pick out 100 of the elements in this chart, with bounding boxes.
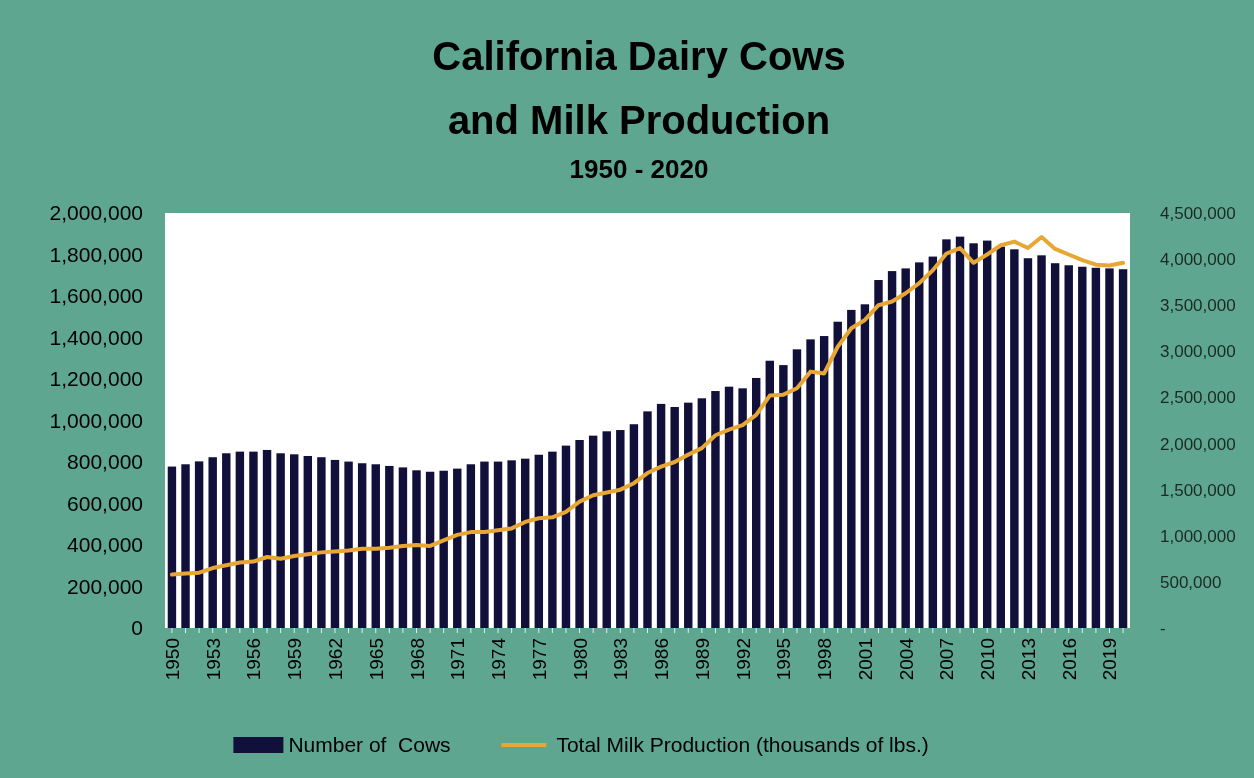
- bar: [276, 453, 285, 628]
- bar: [643, 411, 652, 628]
- line-series: [169, 234, 1126, 577]
- bar: [303, 455, 313, 628]
- x-tick-label: 1956: [243, 638, 265, 681]
- y2-tick-label: 4,000,000: [1160, 250, 1236, 270]
- y-tick-label: 1,600,000: [49, 284, 143, 307]
- y-tick-label: 400,000: [67, 533, 143, 556]
- bar: [521, 458, 530, 628]
- y2-tick-label: 2,000,000: [1160, 434, 1236, 454]
- bar: [1078, 266, 1087, 628]
- bar: [357, 463, 367, 628]
- bar: [860, 304, 870, 628]
- bar: [480, 461, 489, 628]
- bar: [507, 460, 516, 628]
- bar: [969, 243, 978, 628]
- bar: [1105, 268, 1114, 628]
- x-tick-label: 2019: [1099, 638, 1121, 681]
- bar: [738, 388, 747, 628]
- bar: [344, 461, 353, 628]
- bar: [684, 402, 693, 628]
- bar: [996, 246, 1005, 628]
- bar: [262, 449, 272, 628]
- chart-subtitle: 1950 - 2020: [569, 154, 709, 184]
- bar: [656, 403, 666, 628]
- bar: [290, 454, 299, 628]
- legend-label: Total Milk Production (thousands of lbs.): [556, 733, 929, 756]
- bar: [1037, 255, 1046, 628]
- bar: [588, 435, 598, 628]
- bar: [1091, 267, 1101, 628]
- y-tick-label: 200,000: [67, 574, 143, 598]
- bar: [167, 466, 177, 628]
- bar: [575, 440, 584, 628]
- x-tick-label: 1959: [284, 638, 306, 681]
- y2-tick-label: 500,000: [1160, 572, 1222, 592]
- bar: [425, 471, 435, 628]
- legend-label: Number of Cows: [288, 733, 451, 756]
- y2-tick-label: 4,500,000: [1160, 204, 1236, 223]
- bar: [181, 464, 190, 628]
- bar: [751, 377, 761, 628]
- bar: [792, 349, 802, 628]
- x-tick-label: 1992: [732, 638, 754, 681]
- bar: [982, 240, 992, 628]
- bar: [548, 451, 557, 628]
- x-tick-label: 2007: [936, 638, 958, 681]
- x-tick-label: 2013: [1017, 638, 1039, 681]
- y-tick-label: 1,200,000: [49, 367, 143, 390]
- bar: [439, 470, 448, 628]
- bar: [847, 309, 856, 628]
- x-tick-label: 1962: [324, 638, 346, 681]
- x-tick-label: 1953: [202, 638, 224, 681]
- chart-title: California Dairy Cows and Milk Production: [432, 34, 846, 142]
- bar: [385, 465, 394, 628]
- bar: [629, 424, 639, 628]
- bar: [317, 457, 326, 628]
- bar: [928, 256, 938, 628]
- x-tick-label: 2010: [977, 638, 999, 681]
- x-tick-label: 1977: [528, 638, 550, 681]
- bar: [833, 321, 842, 628]
- bar: [466, 464, 476, 628]
- y-tick-label: 1,800,000: [49, 242, 143, 266]
- bar: [561, 445, 571, 628]
- bar: [1050, 263, 1060, 628]
- bar: [1064, 265, 1073, 628]
- y-tick-label: 2,000,000: [49, 201, 143, 224]
- bar: [915, 262, 924, 628]
- bar: [371, 464, 380, 628]
- x-tick-label: 1950: [161, 638, 183, 681]
- x-tick-label: 1974: [488, 637, 510, 681]
- bar: [222, 453, 231, 628]
- bar: [493, 461, 503, 628]
- bar: [616, 430, 625, 628]
- bar: [887, 271, 897, 628]
- y-tick-label: 800,000: [67, 450, 143, 473]
- bar: [765, 360, 774, 628]
- bar: [208, 457, 217, 628]
- bar: [942, 239, 951, 628]
- x-tick-label: 1980: [569, 638, 591, 681]
- x-tick-label: 1998: [814, 638, 836, 681]
- x-tick-label: 2001: [854, 638, 876, 681]
- bar: [1010, 249, 1019, 628]
- y2-tick-label: 2,500,000: [1160, 388, 1236, 408]
- bar: [1023, 258, 1033, 628]
- x-tick-label: 1968: [406, 638, 428, 681]
- y2-tick-label: 1,000,000: [1160, 526, 1236, 546]
- bar: [330, 459, 340, 628]
- bar: [711, 391, 720, 628]
- x-tick-label: 1986: [651, 638, 673, 681]
- bar: [534, 454, 544, 628]
- x-tick-label: 2016: [1058, 638, 1080, 681]
- y2-tick-label: 3,500,000: [1160, 296, 1236, 316]
- bar: [874, 280, 883, 628]
- x-tick-label: 1995: [773, 638, 795, 681]
- y-tick-label: 1,000,000: [49, 408, 143, 432]
- y2-tick-label: 3,000,000: [1160, 342, 1236, 362]
- y2-tick-label: 1,500,000: [1160, 480, 1236, 500]
- bar: [412, 470, 421, 628]
- bar: [670, 407, 679, 628]
- bar: [779, 365, 788, 628]
- bar: [453, 468, 462, 628]
